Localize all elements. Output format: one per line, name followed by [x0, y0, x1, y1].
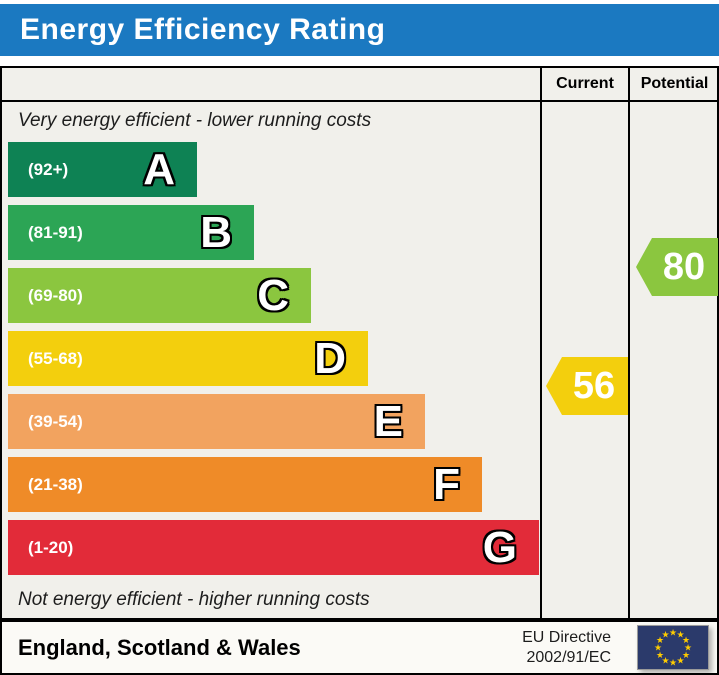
- band-b-range: (81-91): [28, 222, 83, 242]
- band-e: (39-54) E: [8, 394, 425, 449]
- eu-directive-line1: EU Directive: [522, 628, 611, 646]
- band-b: (81-91) B: [8, 205, 254, 260]
- header-row-divider: [2, 100, 717, 102]
- band-d: (55-68) D: [8, 331, 368, 386]
- band-a-range: (92+): [28, 159, 69, 179]
- current-rating-value: 56: [572, 364, 616, 407]
- band-f: (21-38) F: [8, 457, 482, 512]
- band-c: (69-80) C: [8, 268, 311, 323]
- region-label: England, Scotland & Wales: [18, 634, 301, 660]
- potential-column-divider: [628, 68, 630, 618]
- footer-bar: England, Scotland & Wales EU Directive 2…: [0, 620, 719, 675]
- band-e-range: (39-54): [28, 411, 83, 431]
- eu-directive-label: EU Directive 2002/91/EC: [522, 628, 611, 668]
- band-d-range: (55-68): [28, 348, 83, 368]
- band-d-letter: D: [314, 334, 346, 383]
- band-g: (1-20) G: [8, 520, 539, 575]
- caption-not-efficient: Not energy efficient - higher running co…: [18, 589, 370, 610]
- band-b-letter: B: [200, 208, 232, 257]
- band-f-range: (21-38): [28, 474, 83, 494]
- page-title: Energy Efficiency Rating: [20, 13, 386, 46]
- band-g-letter: G: [482, 523, 517, 572]
- footer-right: EU Directive 2002/91/EC ★ ★ ★ ★ ★ ★ ★ ★ …: [522, 625, 709, 670]
- band-c-range: (69-80): [28, 285, 83, 305]
- potential-column-header: Potential: [640, 75, 709, 92]
- current-column-divider: [540, 68, 542, 618]
- band-a-letter: A: [143, 145, 175, 194]
- current-column-header: Current: [556, 75, 614, 92]
- band-e-letter: E: [373, 397, 403, 446]
- rating-table: Current Potential Very energy efficient …: [0, 66, 719, 620]
- eu-flag-icon: ★ ★ ★ ★ ★ ★ ★ ★ ★ ★ ★ ★: [637, 625, 709, 670]
- potential-rating-value: 80: [662, 245, 706, 288]
- potential-rating-arrow: 80: [636, 238, 718, 296]
- title-bar: Energy Efficiency Rating: [0, 4, 719, 56]
- band-a: (92+) A: [8, 142, 197, 197]
- caption-very-efficient: Very energy efficient - lower running co…: [18, 110, 372, 131]
- band-g-range: (1-20): [28, 537, 74, 557]
- current-rating-arrow: 56: [546, 357, 628, 415]
- band-c-letter: C: [257, 271, 289, 320]
- band-f-letter: F: [433, 460, 460, 509]
- eu-directive-line2: 2002/91/EC: [526, 648, 611, 666]
